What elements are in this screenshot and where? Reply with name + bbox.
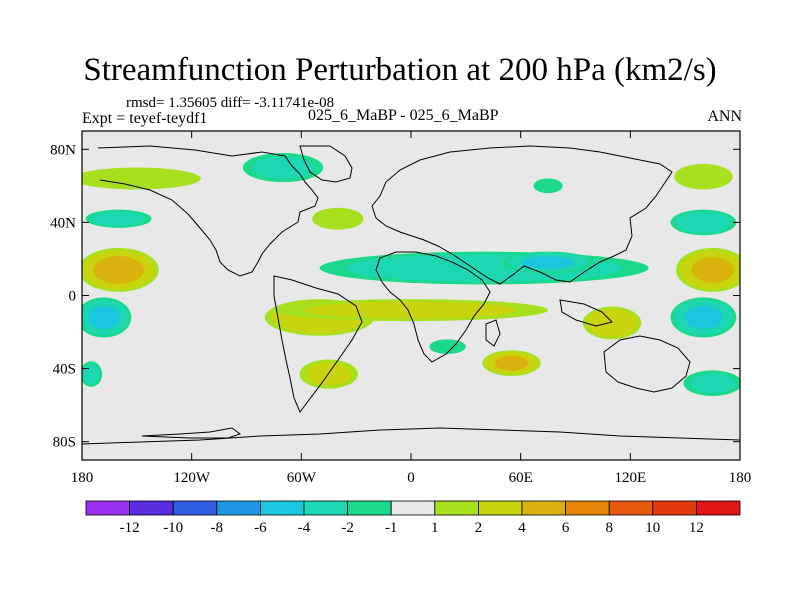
anomaly-region-arctic-positive-east <box>674 163 733 190</box>
colorbar-swatch <box>477 500 523 516</box>
contour-level-4 <box>521 256 575 269</box>
coastline-north-america <box>97 145 319 277</box>
coastline-indonesia <box>559 299 613 327</box>
x-tick-label: 60W <box>287 470 317 486</box>
colorbar-swatch <box>652 500 697 516</box>
contour-level-1 <box>312 207 364 230</box>
contour-level-2 <box>675 211 732 234</box>
anomaly-region-far-south-east-negative <box>683 370 740 397</box>
anomaly-region-north-atlantic-negative <box>242 152 324 183</box>
x-tick-label: 180 <box>729 470 752 486</box>
contour-level-4 <box>691 257 734 283</box>
anomaly-region-north-pacific-positive-band <box>82 167 201 190</box>
contour-level-4 <box>684 305 723 330</box>
colorbar-swatch <box>172 500 218 516</box>
colorbar-swatch <box>85 500 130 516</box>
colorbar-swatch <box>216 500 261 516</box>
colorbar-swatch <box>303 500 348 516</box>
colorbar-label: -4 <box>298 520 311 536</box>
contour-level-2 <box>91 211 146 227</box>
anomaly-region-tropical-west-pacific-positive <box>675 248 740 292</box>
colorbar-swatch <box>521 500 566 516</box>
y-tick-label: 40N <box>50 215 76 231</box>
plot-background <box>82 131 740 460</box>
y-tick-label: 40S <box>53 362 76 378</box>
colorbar-label: 10 <box>645 520 660 536</box>
chart-title: Streamfunction Perturbation at 200 hPa (… <box>83 52 717 88</box>
coastline-south-america <box>273 275 363 413</box>
coastline-antarctic-peninsula <box>141 427 242 439</box>
case-label: 025_6_MaBP - 025_6_MaBP <box>308 107 499 124</box>
colorbar-swatch <box>347 500 392 516</box>
x-tick-label: 180 <box>71 470 94 486</box>
x-tick-label: 60E <box>509 470 533 486</box>
anomaly-region-far-south-pacific-negative <box>82 361 103 387</box>
anomaly-region-south-pacific-negative <box>82 297 132 338</box>
y-tick-label: 80S <box>53 435 76 451</box>
y-tick-label: 0 <box>69 289 77 305</box>
colorbar-swatch <box>565 500 610 516</box>
contour-level-2 <box>586 308 638 338</box>
coastline-antarctica <box>82 427 740 445</box>
anomaly-region-west-pacific-negative <box>670 209 737 236</box>
contour-level-4 <box>93 256 144 284</box>
y-tick-label: 80N <box>50 142 76 158</box>
anomaly-region-asia-negative-core <box>502 251 594 274</box>
contour-level-1 <box>674 163 733 190</box>
anomaly-region-indian-ocean-positive <box>582 306 642 340</box>
contour-level-2 <box>689 373 736 394</box>
colorbar-label: -12 <box>120 520 140 536</box>
anomaly-region-north-atlantic-positive <box>312 207 364 230</box>
coastline-eurasia <box>371 145 673 285</box>
colorbar-label: -2 <box>341 520 354 536</box>
contour-level-2 <box>306 362 352 386</box>
anomaly-region-north-pacific-negative <box>85 209 152 228</box>
colorbar-swatch <box>608 500 654 516</box>
colorbar-label: -1 <box>385 520 398 536</box>
colorbar-label: -10 <box>163 520 183 536</box>
x-tick-label: 120E <box>614 470 646 486</box>
anomaly-region-siberia-negative <box>533 178 563 194</box>
anomaly-field <box>82 152 740 397</box>
colorbar-label: -8 <box>211 520 224 536</box>
anomaly-region-southern-tropics-positive-band <box>273 299 549 322</box>
anomaly-region-south-west-pacific-negative <box>670 297 737 338</box>
contour-level-4 <box>88 305 120 330</box>
contour-level-2 <box>304 301 518 319</box>
contour-level-4 <box>494 355 529 371</box>
stats-line: rmsd= 1.35605 diff= -3.11741e-08 <box>126 95 335 111</box>
experiment-label: Expt = teyef-teydf1 <box>82 110 208 127</box>
colorbar-swatch <box>259 500 305 516</box>
anomaly-region-southern-ocean-positive <box>299 359 358 389</box>
coastline-australia <box>603 335 691 393</box>
colorbar-swatch <box>390 500 436 516</box>
colorbar-label: 1 <box>431 520 439 536</box>
colorbar-swatch <box>129 500 174 516</box>
contour-level-2 <box>251 156 315 179</box>
anomaly-region-northern-tropics-negative-band <box>319 251 649 285</box>
coastline-africa <box>375 251 491 363</box>
x-tick-label: 0 <box>407 470 415 486</box>
contour-level-2 <box>82 364 100 384</box>
anomaly-region-tropical-east-pacific-positive <box>82 248 159 292</box>
anomaly-region-south-indian-positive <box>482 350 541 376</box>
colorbar-label: 12 <box>689 520 704 536</box>
colorbar-label: 4 <box>518 520 526 536</box>
x-tick-label: 120W <box>173 470 211 486</box>
season-label: ANN <box>707 108 742 125</box>
contour-level-1 <box>82 167 201 190</box>
coastline-madagascar <box>485 319 501 347</box>
colorbar-label: 2 <box>475 520 483 536</box>
colorbar-label: -6 <box>254 520 267 536</box>
colorbar-swatch <box>696 500 741 516</box>
coastline-greenland <box>299 145 353 183</box>
colorbar-swatch <box>434 500 479 516</box>
colorbar-label: 6 <box>562 520 570 536</box>
colorbar-label: 8 <box>605 520 613 536</box>
contour-level-1 <box>533 178 563 194</box>
coastlines <box>82 145 740 445</box>
